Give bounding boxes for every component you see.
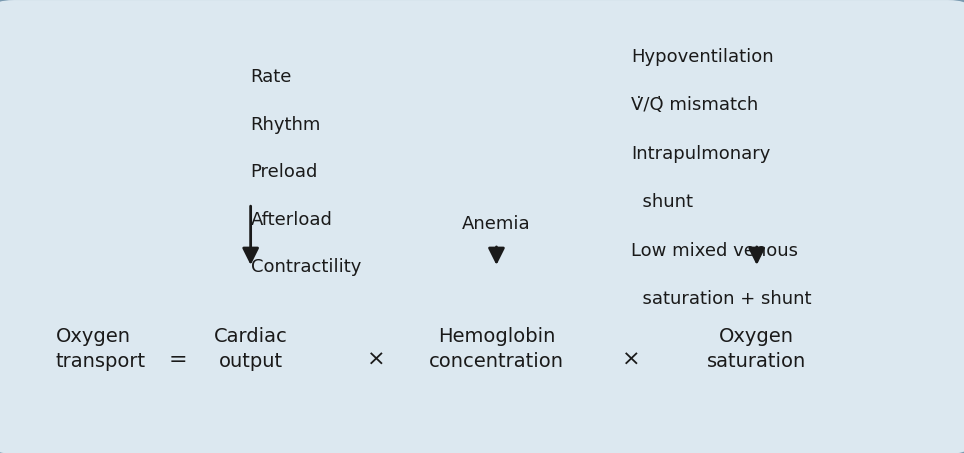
Text: Intrapulmonary: Intrapulmonary: [631, 145, 771, 163]
Text: ×: ×: [366, 350, 386, 370]
Text: Hemoglobin: Hemoglobin: [438, 327, 555, 346]
Text: V̇/Q̇ mismatch: V̇/Q̇ mismatch: [631, 96, 759, 114]
Text: Hypoventilation: Hypoventilation: [631, 48, 774, 66]
Text: transport: transport: [56, 352, 146, 371]
Text: ×: ×: [622, 350, 641, 370]
Text: shunt: shunt: [631, 193, 693, 211]
Text: saturation + shunt: saturation + shunt: [631, 290, 812, 308]
Text: Oxygen: Oxygen: [56, 327, 131, 346]
Text: output: output: [219, 352, 282, 371]
Text: Rhythm: Rhythm: [251, 116, 321, 134]
Text: Low mixed venous: Low mixed venous: [631, 241, 798, 260]
Text: concentration: concentration: [429, 352, 564, 371]
Text: saturation: saturation: [708, 352, 806, 371]
Text: =: =: [169, 350, 188, 370]
Text: Preload: Preload: [251, 163, 318, 181]
Text: Rate: Rate: [251, 68, 292, 86]
Text: Anemia: Anemia: [462, 215, 531, 233]
Text: Oxygen: Oxygen: [719, 327, 794, 346]
Text: Contractility: Contractility: [251, 258, 361, 276]
Text: Cardiac: Cardiac: [214, 327, 287, 346]
Text: Afterload: Afterload: [251, 211, 333, 229]
